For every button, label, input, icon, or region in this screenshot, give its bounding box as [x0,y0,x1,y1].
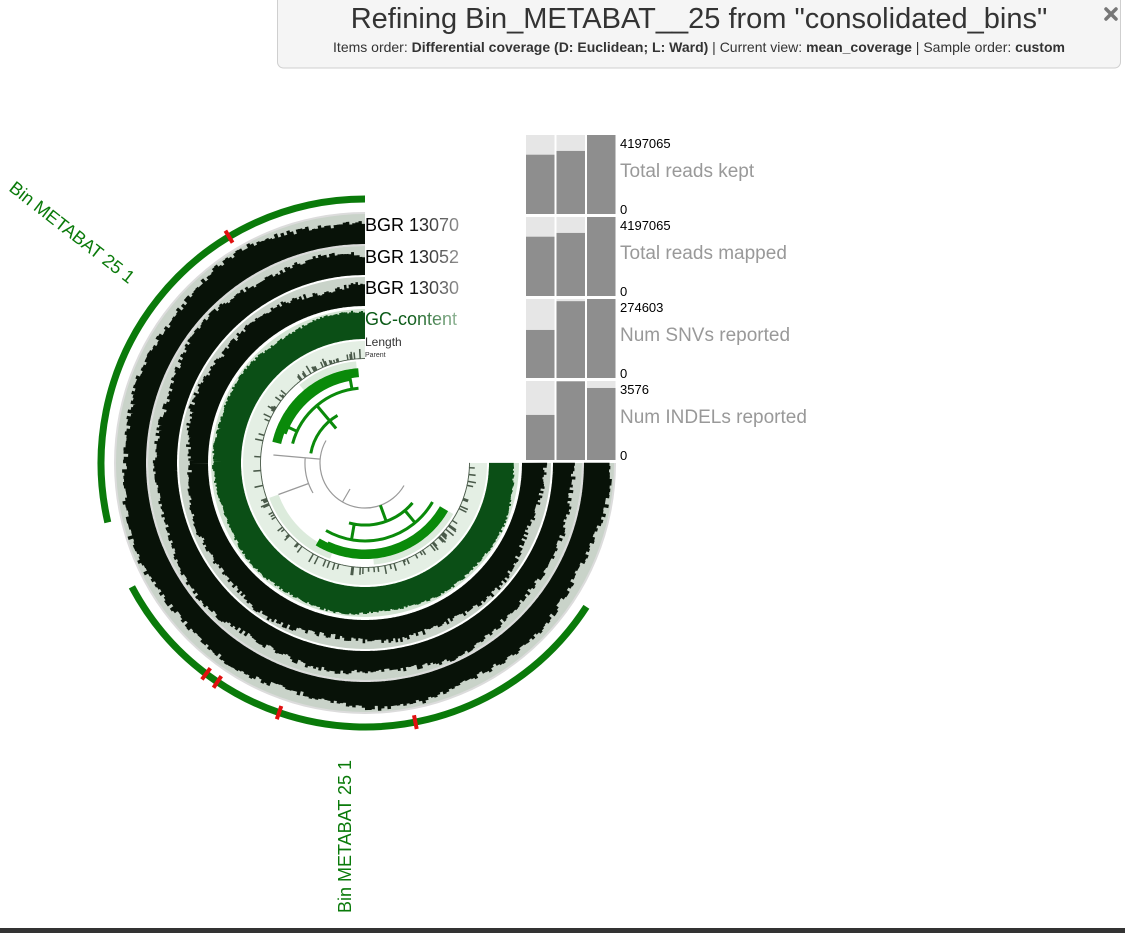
min-label: 0 [620,366,627,381]
bar [587,217,616,296]
marker [274,705,284,720]
dendrogram-gray [273,440,405,509]
bottom-bar [0,928,1125,933]
circular-tree [97,195,616,731]
ring-background [243,341,487,585]
bar [526,154,555,214]
bar [587,135,616,214]
marker [223,229,235,244]
max-label: 274603 [620,300,663,315]
max-label: 4197065 [620,136,671,151]
title: Refining Bin_METABAT__25 from "consolida… [351,3,1048,35]
bar [526,236,555,296]
bar [587,387,616,460]
subtitle-part: | Sample order: [916,39,1011,55]
bin-label: Bin METABAT 25 1 [6,177,139,287]
bin-label: Bin METABAT 25 1 [335,760,355,913]
bar [556,232,585,296]
marker [211,674,223,689]
subtitle-part: | Current view: [712,39,802,55]
marker [200,667,212,681]
title-box [277,0,1121,69]
min-label: 0 [620,202,627,217]
layer-labels: BGR 13070 BGR 13052 BGR 13030 GC-content… [365,212,526,359]
stat-label: Total reads kept [620,161,755,182]
layer-label: Length [365,335,402,349]
max-label: 4197065 [620,218,671,233]
subtitle: Items order: Differential coverage (D: E… [333,39,1065,55]
bar [556,301,585,378]
min-label: 0 [620,284,627,299]
stat-label: Num INDELs reported [620,407,807,428]
bar [526,414,555,460]
close-button[interactable] [1104,7,1118,21]
bin-arc [128,585,590,731]
title-panel: Refining Bin_METABAT__25 from "consolida… [277,0,1121,69]
bin-arc [97,195,366,524]
bar [556,150,585,214]
stat-label: Total reads mapped [620,243,787,264]
layer-label: Parent [365,352,386,359]
subtitle-part: Items order: [333,39,408,55]
bar [587,299,616,378]
max-label: 3576 [620,382,649,397]
min-label: 0 [620,448,627,463]
subtitle-part: custom [1015,39,1065,55]
subtitle-part: mean_coverage [806,39,912,55]
stat-label: Num SNVs reported [620,325,790,346]
dendrogram-green [272,368,449,560]
bar [556,381,585,460]
marker [412,714,419,730]
bar [526,329,555,378]
subtitle-part: Differential coverage (D: Euclidean; L: … [412,39,709,55]
label-fade [410,212,526,332]
